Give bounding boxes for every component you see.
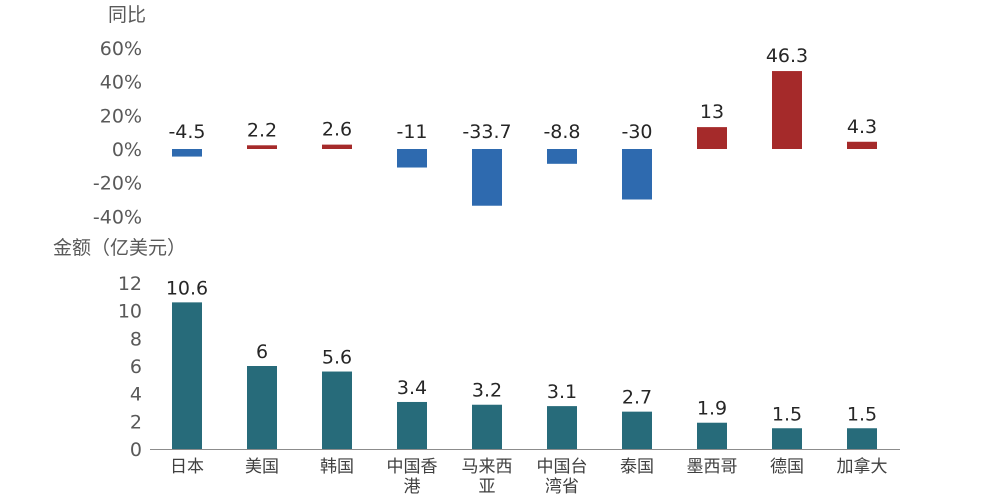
yoy-bar bbox=[397, 149, 427, 168]
yoy-y-tick-label: 0% bbox=[112, 139, 142, 161]
yoy-data-label: 2.6 bbox=[322, 119, 352, 141]
yoy-data-label: 13 bbox=[700, 101, 724, 123]
yoy-y-tick-label: 40% bbox=[100, 72, 142, 94]
yoy-bar bbox=[622, 149, 652, 200]
yoy-bars bbox=[172, 71, 877, 206]
amount-chart: 金额（亿美元） 12 10 8 6 4 2 0 10.6 6 5.6 3.4 3.2 3.1 2.7 1.… bbox=[53, 237, 900, 497]
category-label: 中国台湾省 bbox=[537, 457, 588, 497]
amount-bar bbox=[547, 406, 577, 449]
yoy-y-ticks: 60% 40% 20% 0% -20% -40% bbox=[93, 38, 142, 228]
yoy-data-label: -30 bbox=[621, 121, 652, 143]
amount-y-tick-label: 2 bbox=[130, 411, 142, 433]
yoy-bar bbox=[547, 149, 577, 164]
amount-y-tick-label: 6 bbox=[130, 356, 142, 378]
yoy-data-labels: -4.5 2.2 2.6 -11 -33.7 -8.8 -30 13 46.3 4.3 bbox=[168, 45, 877, 143]
category-label: 中国香港 bbox=[387, 457, 438, 497]
yoy-data-label: -33.7 bbox=[462, 121, 511, 143]
yoy-bar bbox=[322, 144, 352, 149]
yoy-data-label: -8.8 bbox=[543, 121, 580, 143]
yoy-data-label: -11 bbox=[396, 121, 427, 143]
amount-bar bbox=[472, 404, 502, 449]
amount-data-label: 3.1 bbox=[547, 381, 577, 403]
category-label: 墨西哥 bbox=[687, 457, 738, 477]
amount-bar bbox=[847, 428, 877, 449]
amount-bar bbox=[697, 422, 727, 449]
amount-y-tick-label: 10 bbox=[118, 301, 142, 323]
yoy-y-tick-label: -20% bbox=[93, 173, 142, 195]
yoy-y-tick-label: 20% bbox=[100, 105, 142, 127]
amount-bar bbox=[772, 428, 802, 449]
amount-data-label: 2.7 bbox=[622, 387, 652, 409]
amount-bar bbox=[322, 371, 352, 449]
category-label: 美国 bbox=[245, 457, 279, 477]
yoy-axis-title: 同比 bbox=[108, 4, 146, 26]
category-label: 德国 bbox=[770, 457, 804, 477]
yoy-bar bbox=[847, 141, 877, 149]
amount-bars bbox=[172, 302, 877, 449]
yoy-bar bbox=[472, 149, 502, 206]
yoy-bar bbox=[247, 145, 277, 149]
yoy-y-tick-label: -40% bbox=[93, 206, 142, 228]
category-label: 韩国 bbox=[320, 457, 354, 477]
amount-data-label: 5.6 bbox=[322, 347, 352, 369]
yoy-bar bbox=[172, 149, 202, 157]
amount-data-label: 10.6 bbox=[166, 277, 208, 299]
amount-data-label: 6 bbox=[256, 341, 268, 363]
yoy-bar bbox=[772, 71, 802, 149]
amount-data-label: 1.5 bbox=[847, 403, 877, 425]
yoy-chart: 同比 60% 40% 20% 0% -20% -40% -4.5 2.2 2.6 -11 -33.… bbox=[93, 4, 877, 228]
amount-bar bbox=[247, 366, 277, 449]
yoy-data-label: 4.3 bbox=[847, 116, 877, 138]
amount-data-label: 3.2 bbox=[472, 380, 502, 402]
amount-y-tick-label: 0 bbox=[130, 439, 142, 461]
amount-bar bbox=[622, 411, 652, 449]
category-label: 日本 bbox=[170, 457, 204, 477]
amount-axis-title: 金额（亿美元） bbox=[53, 237, 186, 259]
yoy-y-tick-label: 60% bbox=[100, 38, 142, 60]
amount-y-tick-label: 4 bbox=[130, 384, 142, 406]
category-label: 马来西亚 bbox=[462, 457, 513, 497]
yoy-data-label: -4.5 bbox=[168, 121, 205, 143]
amount-bar bbox=[397, 401, 427, 449]
amount-y-ticks: 12 10 8 6 4 2 0 bbox=[118, 273, 142, 461]
amount-data-label: 1.9 bbox=[697, 398, 727, 420]
amount-data-label: 1.5 bbox=[772, 403, 802, 425]
amount-bar bbox=[172, 302, 202, 449]
amount-data-labels: 10.6 6 5.6 3.4 3.2 3.1 2.7 1.9 1.5 1.5 bbox=[166, 277, 877, 425]
yoy-data-label: 46.3 bbox=[766, 45, 808, 67]
yoy-bar bbox=[697, 127, 727, 149]
amount-y-tick-label: 12 bbox=[118, 273, 142, 295]
amount-data-label: 3.4 bbox=[397, 377, 427, 399]
category-label: 加拿大 bbox=[837, 456, 888, 477]
yoy-data-label: 2.2 bbox=[247, 119, 277, 141]
amount-y-tick-label: 8 bbox=[130, 328, 142, 350]
category-label: 泰国 bbox=[620, 457, 654, 477]
